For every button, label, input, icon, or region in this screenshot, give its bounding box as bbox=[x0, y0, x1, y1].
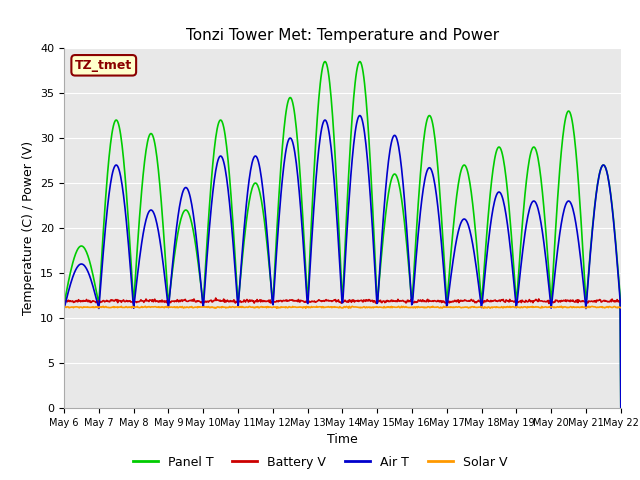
Title: Tonzi Tower Met: Temperature and Power: Tonzi Tower Met: Temperature and Power bbox=[186, 28, 499, 43]
Battery V bbox=[228, 299, 236, 304]
Solar V bbox=[557, 303, 565, 309]
Line: Panel T: Panel T bbox=[64, 61, 621, 408]
Text: TZ_tmet: TZ_tmet bbox=[75, 59, 132, 72]
Solar V bbox=[401, 304, 408, 310]
Battery V bbox=[277, 298, 285, 303]
Panel T bbox=[617, 405, 625, 411]
Panel T bbox=[321, 59, 329, 64]
Panel T bbox=[125, 232, 133, 238]
Air T bbox=[228, 224, 236, 229]
Battery V bbox=[432, 298, 440, 304]
Battery V bbox=[125, 299, 133, 304]
Line: Battery V: Battery V bbox=[64, 298, 621, 303]
Battery V bbox=[212, 295, 220, 301]
Solar V bbox=[617, 305, 625, 311]
Line: Air T: Air T bbox=[64, 116, 621, 408]
Air T bbox=[125, 252, 133, 258]
Y-axis label: Temperature (C) / Power (V): Temperature (C) / Power (V) bbox=[22, 141, 35, 315]
Solar V bbox=[125, 304, 133, 310]
Battery V bbox=[545, 300, 553, 306]
Battery V bbox=[60, 299, 68, 304]
Panel T bbox=[60, 301, 68, 307]
Solar V bbox=[302, 305, 310, 311]
Air T bbox=[401, 197, 408, 203]
Line: Solar V: Solar V bbox=[64, 306, 621, 308]
Solar V bbox=[276, 305, 284, 311]
Air T bbox=[60, 306, 68, 312]
Solar V bbox=[60, 304, 68, 310]
Battery V bbox=[256, 297, 264, 303]
Legend: Panel T, Battery V, Air T, Solar V: Panel T, Battery V, Air T, Solar V bbox=[128, 451, 512, 474]
Panel T bbox=[276, 171, 284, 177]
Solar V bbox=[228, 304, 236, 310]
Panel T bbox=[432, 142, 440, 148]
Battery V bbox=[401, 299, 408, 304]
Air T bbox=[617, 405, 625, 411]
Solar V bbox=[432, 304, 440, 310]
Air T bbox=[276, 199, 284, 204]
Solar V bbox=[255, 305, 263, 311]
Air T bbox=[356, 113, 364, 119]
Air T bbox=[432, 187, 440, 192]
Battery V bbox=[617, 298, 625, 303]
Air T bbox=[255, 162, 263, 168]
Panel T bbox=[255, 188, 263, 193]
X-axis label: Time: Time bbox=[327, 433, 358, 446]
Panel T bbox=[401, 219, 408, 225]
Panel T bbox=[228, 202, 236, 208]
